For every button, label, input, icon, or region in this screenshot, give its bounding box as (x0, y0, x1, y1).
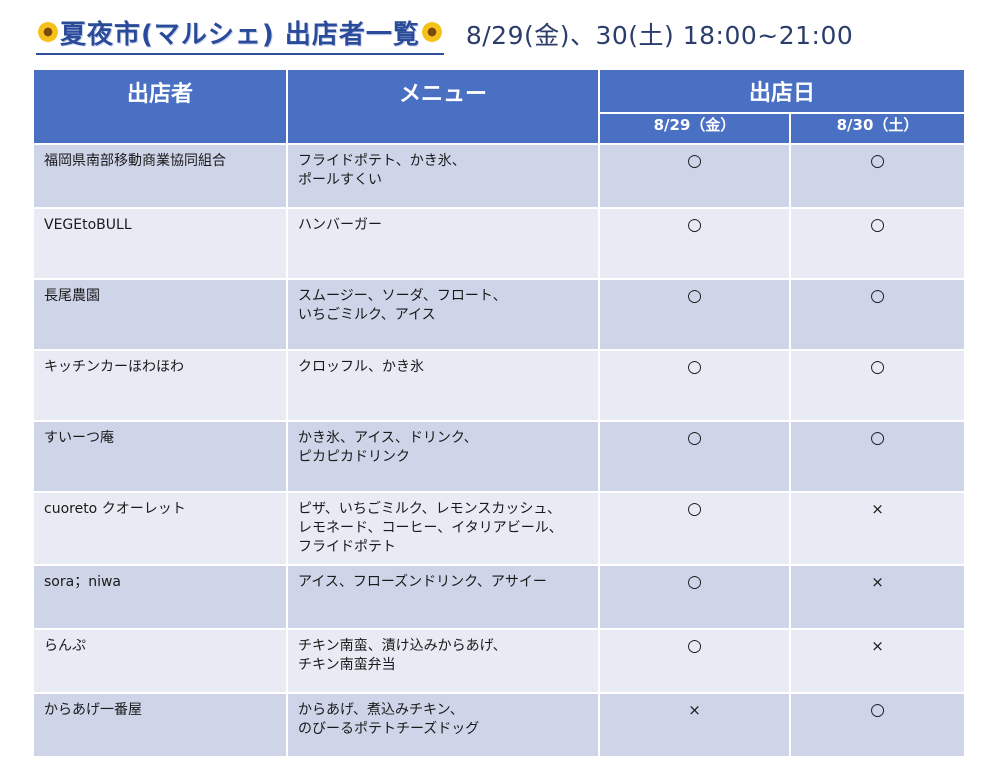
vendor-name: 福岡県南部移動商業協同組合 (32, 143, 288, 209)
title-bar: 夏夜市(マルシェ) 出店者一覧 8/29(金)、30(土) 18:00~21:0… (36, 14, 854, 55)
header-days: 出店日 (597, 68, 967, 114)
header-day-2: 8/30（土） (788, 112, 967, 145)
vendor-name: cuoreto クオーレット (32, 491, 288, 566)
availability-day-1: ○ (598, 491, 791, 566)
table-row: らんぷ チキン南蛮、漬け込みからあげ、 チキン南蛮弁当 ○ × (32, 628, 967, 694)
sunflower-icon (38, 22, 58, 42)
availability-day-1: ○ (598, 143, 791, 209)
menu-line: スムージー、ソーダ、フロート、 (298, 288, 507, 304)
menu-cell: ハンバーガー (286, 207, 600, 280)
menu-cell: スムージー、ソーダ、フロート、 いちごミルク、アイス (286, 278, 600, 351)
menu-line: いちごミルク、アイス (298, 307, 436, 323)
availability-day-1: × (598, 692, 791, 758)
vendor-name: 長尾農園 (32, 278, 288, 351)
menu-line: かき氷、アイス、ドリンク、 (298, 430, 478, 446)
menu-cell: フライドポテト、かき氷、 ポールすくい (286, 143, 600, 209)
menu-line: ピカピカドリンク (298, 449, 410, 465)
page-title: 夏夜市(マルシェ) 出店者一覧 (60, 19, 420, 50)
availability-day-2: ○ (788, 420, 967, 493)
title-block: 夏夜市(マルシェ) 出店者一覧 (36, 14, 444, 55)
menu-line: レモネード、コーヒー、イタリアビール、 (298, 520, 563, 536)
menu-cell: からあげ、煮込みチキン、 のびーるポテトチーズドッグ (286, 692, 600, 758)
table-row: すいーつ庵 かき氷、アイス、ドリンク、 ピカピカドリンク ○ ○ (32, 420, 967, 493)
availability-day-2: ○ (788, 278, 967, 351)
menu-line: ハンバーガー (298, 217, 382, 233)
table-row: 福岡県南部移動商業協同組合 フライドポテト、かき氷、 ポールすくい ○ ○ (32, 143, 967, 209)
event-dates: 8/29(金)、30(土) 18:00~21:00 (465, 21, 854, 50)
menu-line: ピザ、いちごミルク、レモンスカッシュ、 (298, 501, 562, 517)
vendor-name: すいーつ庵 (32, 420, 288, 493)
availability-day-1: ○ (598, 278, 791, 351)
header-vendor: 出店者 (32, 68, 288, 145)
availability-day-1: ○ (598, 420, 791, 493)
vendor-name: sora；niwa (32, 564, 288, 630)
menu-cell: クロッフル、かき氷 (286, 349, 600, 422)
vendor-name: キッチンカーほわほわ (32, 349, 288, 422)
availability-day-1: ○ (598, 207, 791, 280)
header-menu: メニュー (286, 68, 600, 145)
table-row: 長尾農園 スムージー、ソーダ、フロート、 いちごミルク、アイス ○ ○ (32, 278, 967, 351)
menu-line: アイス、フローズンドリンク、アサイー (298, 574, 547, 590)
menu-line: フライドポテト (298, 539, 396, 555)
table-row: からあげ一番屋 からあげ、煮込みチキン、 のびーるポテトチーズドッグ × ○ (32, 692, 967, 758)
menu-cell: アイス、フローズンドリンク、アサイー (286, 564, 600, 630)
availability-day-2: × (788, 491, 967, 566)
vendor-table: 出店者 メニュー 出店日 8/29（金） 8/30（土） 福岡県南部移動商業協同… (32, 68, 967, 758)
table-row: キッチンカーほわほわ クロッフル、かき氷 ○ ○ (32, 349, 967, 422)
menu-cell: チキン南蛮、漬け込みからあげ、 チキン南蛮弁当 (286, 628, 600, 694)
availability-day-1: ○ (598, 349, 791, 422)
availability-day-1: ○ (598, 564, 791, 630)
menu-line: のびーるポテトチーズドッグ (298, 721, 480, 737)
vendor-name: らんぷ (32, 628, 288, 694)
header-day-1: 8/29（金） (598, 112, 791, 145)
vendor-name: からあげ一番屋 (32, 692, 288, 758)
table-row: cuoreto クオーレット ピザ、いちごミルク、レモンスカッシュ、 レモネード、コ… (32, 491, 967, 566)
sunflower-icon (421, 22, 442, 42)
table-row: VEGEtoBULL ハンバーガー ○ ○ (32, 207, 967, 280)
menu-line: チキン南蛮、漬け込みからあげ、 (298, 638, 507, 654)
availability-day-1: ○ (598, 628, 791, 694)
availability-day-2: × (788, 628, 967, 694)
vendor-name: VEGEtoBULL (32, 207, 288, 280)
menu-line: クロッフル、かき氷 (298, 359, 424, 375)
menu-line: チキン南蛮弁当 (298, 657, 396, 673)
menu-line: フライドポテト、かき氷、 (298, 153, 466, 169)
menu-cell: ピザ、いちごミルク、レモンスカッシュ、 レモネード、コーヒー、イタリアビール、 フラ… (286, 491, 600, 566)
menu-line: ポールすくい (298, 172, 382, 188)
table-row: sora；niwa アイス、フローズンドリンク、アサイー ○ × (32, 564, 967, 630)
table-body: 福岡県南部移動商業協同組合 フライドポテト、かき氷、 ポールすくい ○ ○ VEGEtoB… (32, 143, 967, 758)
availability-day-2: ○ (788, 207, 967, 280)
availability-day-2: × (788, 564, 967, 630)
availability-day-2: ○ (788, 143, 967, 209)
availability-day-2: ○ (788, 349, 967, 422)
availability-day-2: ○ (788, 692, 967, 758)
menu-line: からあげ、煮込みチキン、 (298, 702, 464, 718)
menu-cell: かき氷、アイス、ドリンク、 ピカピカドリンク (286, 420, 600, 493)
